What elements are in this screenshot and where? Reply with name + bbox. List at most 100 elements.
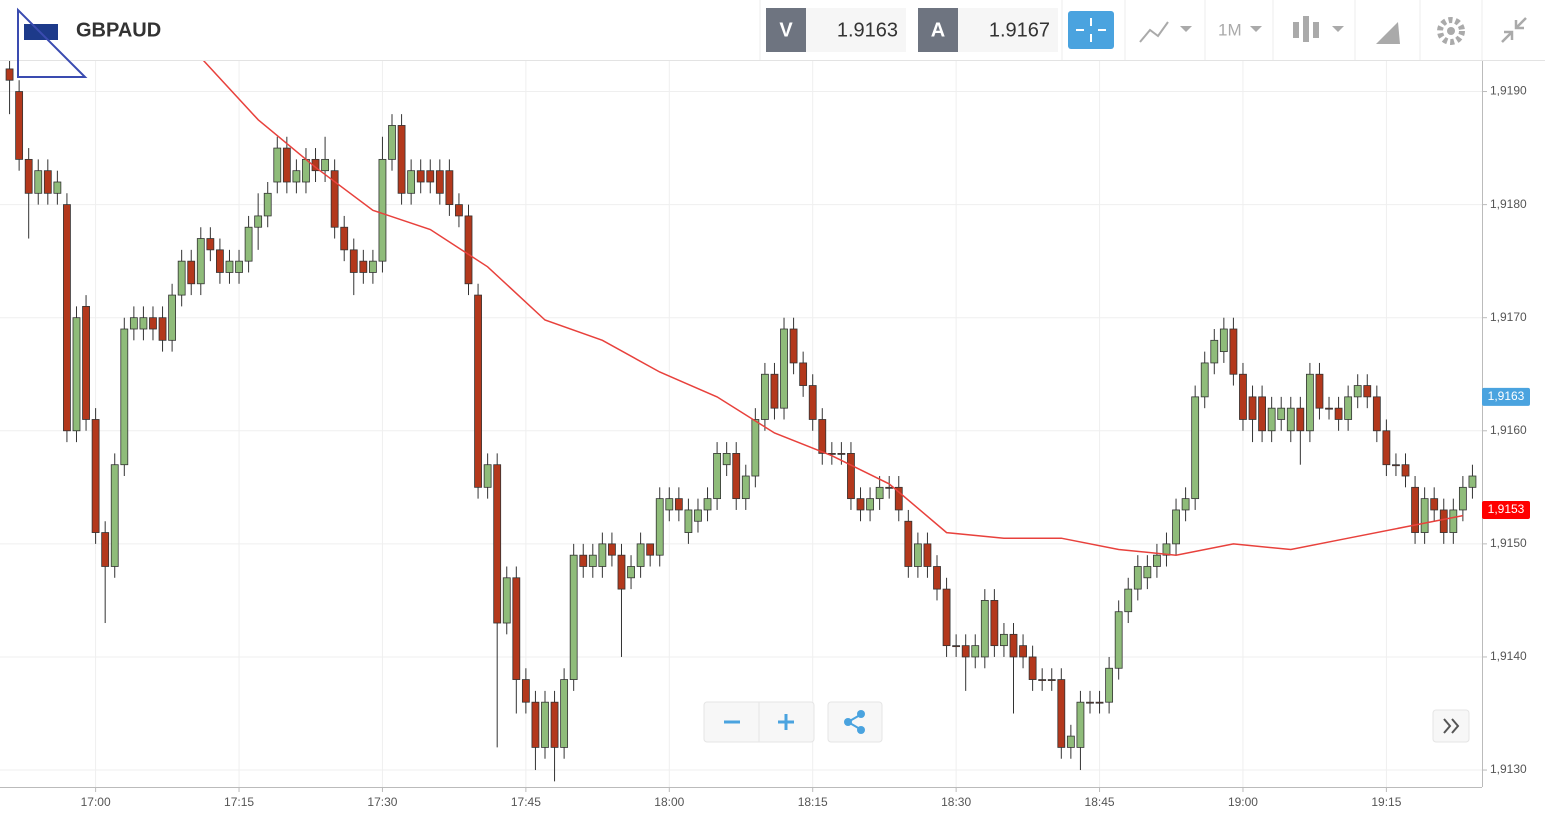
candle-body [282,147,291,183]
candle-body [1009,633,1018,658]
x-tick-label: 18:15 [798,795,828,809]
candle-body [1219,328,1228,353]
candle-body [464,215,473,285]
candle-body [1382,430,1391,466]
candle-body [722,453,731,466]
candle-body [1095,701,1104,704]
candles-icon[interactable] [1293,16,1319,42]
candle-body [225,260,234,273]
candle-body [894,486,903,511]
y-tick-label: 1,9160 [1490,423,1527,437]
candle-body [780,328,788,409]
x-tick-label: 17:00 [81,795,111,809]
candle-body [483,464,492,488]
candle-body [1439,509,1448,533]
candle-body [646,543,655,556]
candle-body [971,645,980,658]
price-tag-label: 1,9163 [1488,389,1525,403]
candle-body [321,158,329,172]
share-box [827,701,883,743]
candle-body [82,305,90,420]
candle-body [474,294,482,488]
candle-body [952,645,961,648]
candle-body [1162,543,1171,556]
candle-body [808,385,817,420]
candle-body [531,701,540,748]
candle-body [455,204,463,217]
candle-body [1372,396,1381,432]
candle-body [168,294,177,341]
candle-body [1305,373,1314,432]
candle-body [1468,475,1477,488]
candle-body [72,317,81,432]
candle-body [741,475,750,500]
zoom-controls [703,701,1470,743]
header: GBPAUD V 1.9163 A 1.9167 1M [0,0,1545,78]
dropdown-arrow [1250,26,1262,32]
price-tag-label: 1,9153 [1488,502,1525,516]
candle-body [866,498,874,511]
candle-body [196,238,205,285]
y-tick-label: 1,9180 [1490,197,1527,211]
candle-body [789,328,798,364]
draw-icon[interactable] [1376,22,1400,44]
candle-body [330,170,339,228]
candle-body [177,260,186,296]
axes: 1,9130 1,9140 1,9150 1,9160 1,9170 1,9180 1,91… [81,84,1530,809]
candle-body [1057,679,1066,748]
timeframe[interactable]: 1M [1218,20,1242,39]
share-dot [857,710,865,718]
settings-icon[interactable] [1437,17,1465,45]
candle-body [1267,407,1276,432]
candle-body [799,362,808,386]
candle-body [942,588,951,647]
buy-price: 1.9167 [989,19,1050,41]
candle-body [493,464,502,624]
crosshair-button[interactable] [1068,11,1114,49]
x-tick-label: 18:30 [941,795,971,809]
candle-body [512,577,521,680]
candle-body [732,453,741,500]
candle-body [1200,362,1209,398]
candle-body [435,170,444,194]
candle-body [761,373,769,420]
candle-body [149,317,157,330]
candle-body [187,260,196,285]
candle-body [837,453,846,455]
candle-body [1210,339,1219,364]
candle-body [674,498,683,511]
candle-body [521,679,530,703]
collapse-icon[interactable] [1501,17,1527,43]
price-tag [1482,387,1530,406]
x-tick-label: 17:30 [367,795,397,809]
candle-body [617,554,626,590]
candle-body [885,486,894,489]
symbol: GBPAUD [76,19,161,41]
candle-body [1047,679,1056,681]
sell-button[interactable] [766,8,806,52]
zoom-in[interactable] [778,714,794,730]
candle-body [1363,385,1372,398]
chart-type-icon[interactable] [1139,21,1169,43]
scroll-end-icon [1443,718,1460,734]
candle-body [302,158,310,183]
candle-body [550,701,559,748]
candle-body [1325,407,1333,410]
x-tick-label: 19:00 [1228,795,1258,809]
candle-body [129,317,138,330]
candle-body [158,317,167,341]
candle-body [923,543,932,567]
buy-button[interactable] [918,8,958,52]
candle-body [91,419,100,533]
candle-body [541,701,549,748]
x-tick-label: 18:00 [654,795,684,809]
candle-body [1248,396,1257,420]
candle-body [1334,407,1343,420]
candle-body [292,170,301,183]
candle-body [216,249,224,273]
y-tick-label: 1,9170 [1490,310,1527,324]
sell-price: 1.9163 [837,19,898,41]
candle-body [636,543,645,567]
drawing-triangle [17,7,88,78]
